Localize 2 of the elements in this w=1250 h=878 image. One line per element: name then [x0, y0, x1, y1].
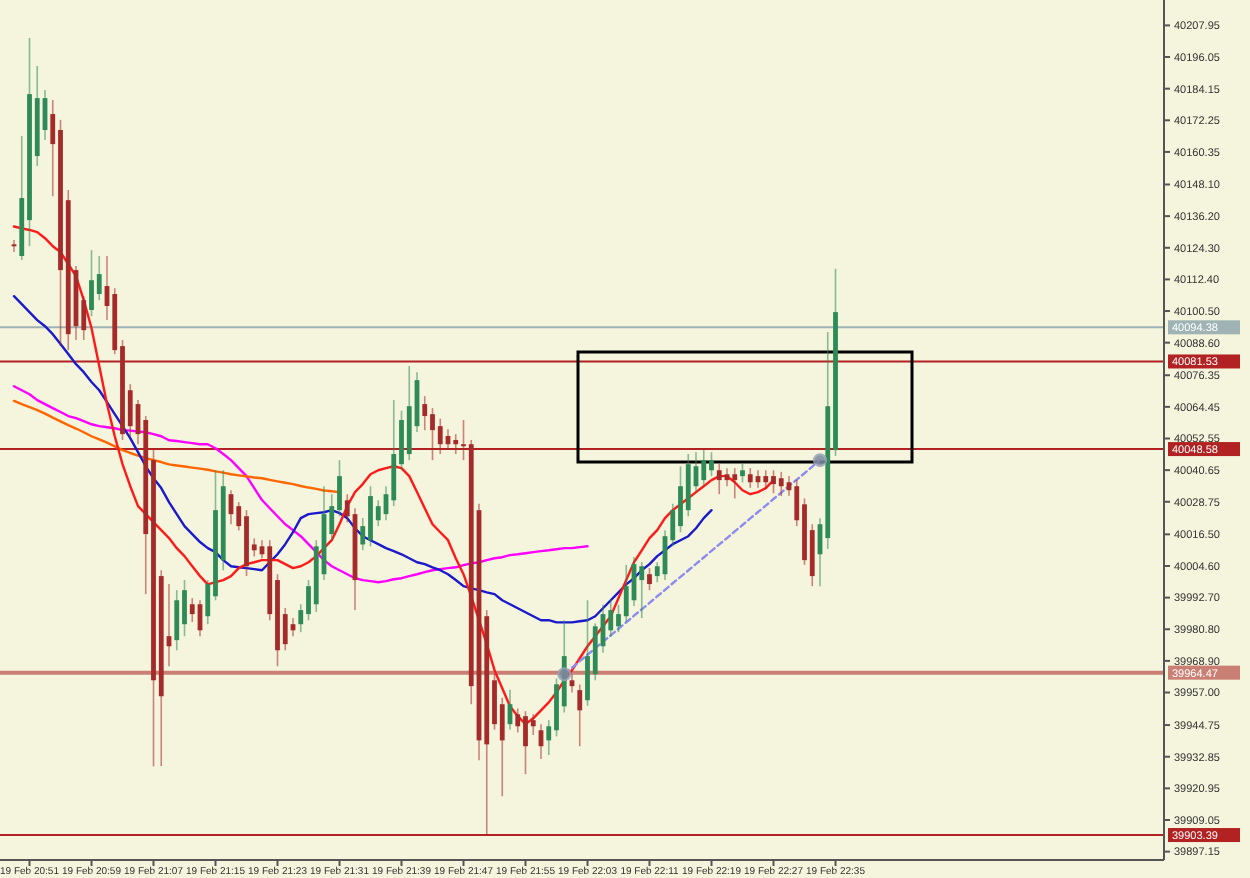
line-series [12, 385, 589, 584]
line-series [12, 294, 713, 624]
